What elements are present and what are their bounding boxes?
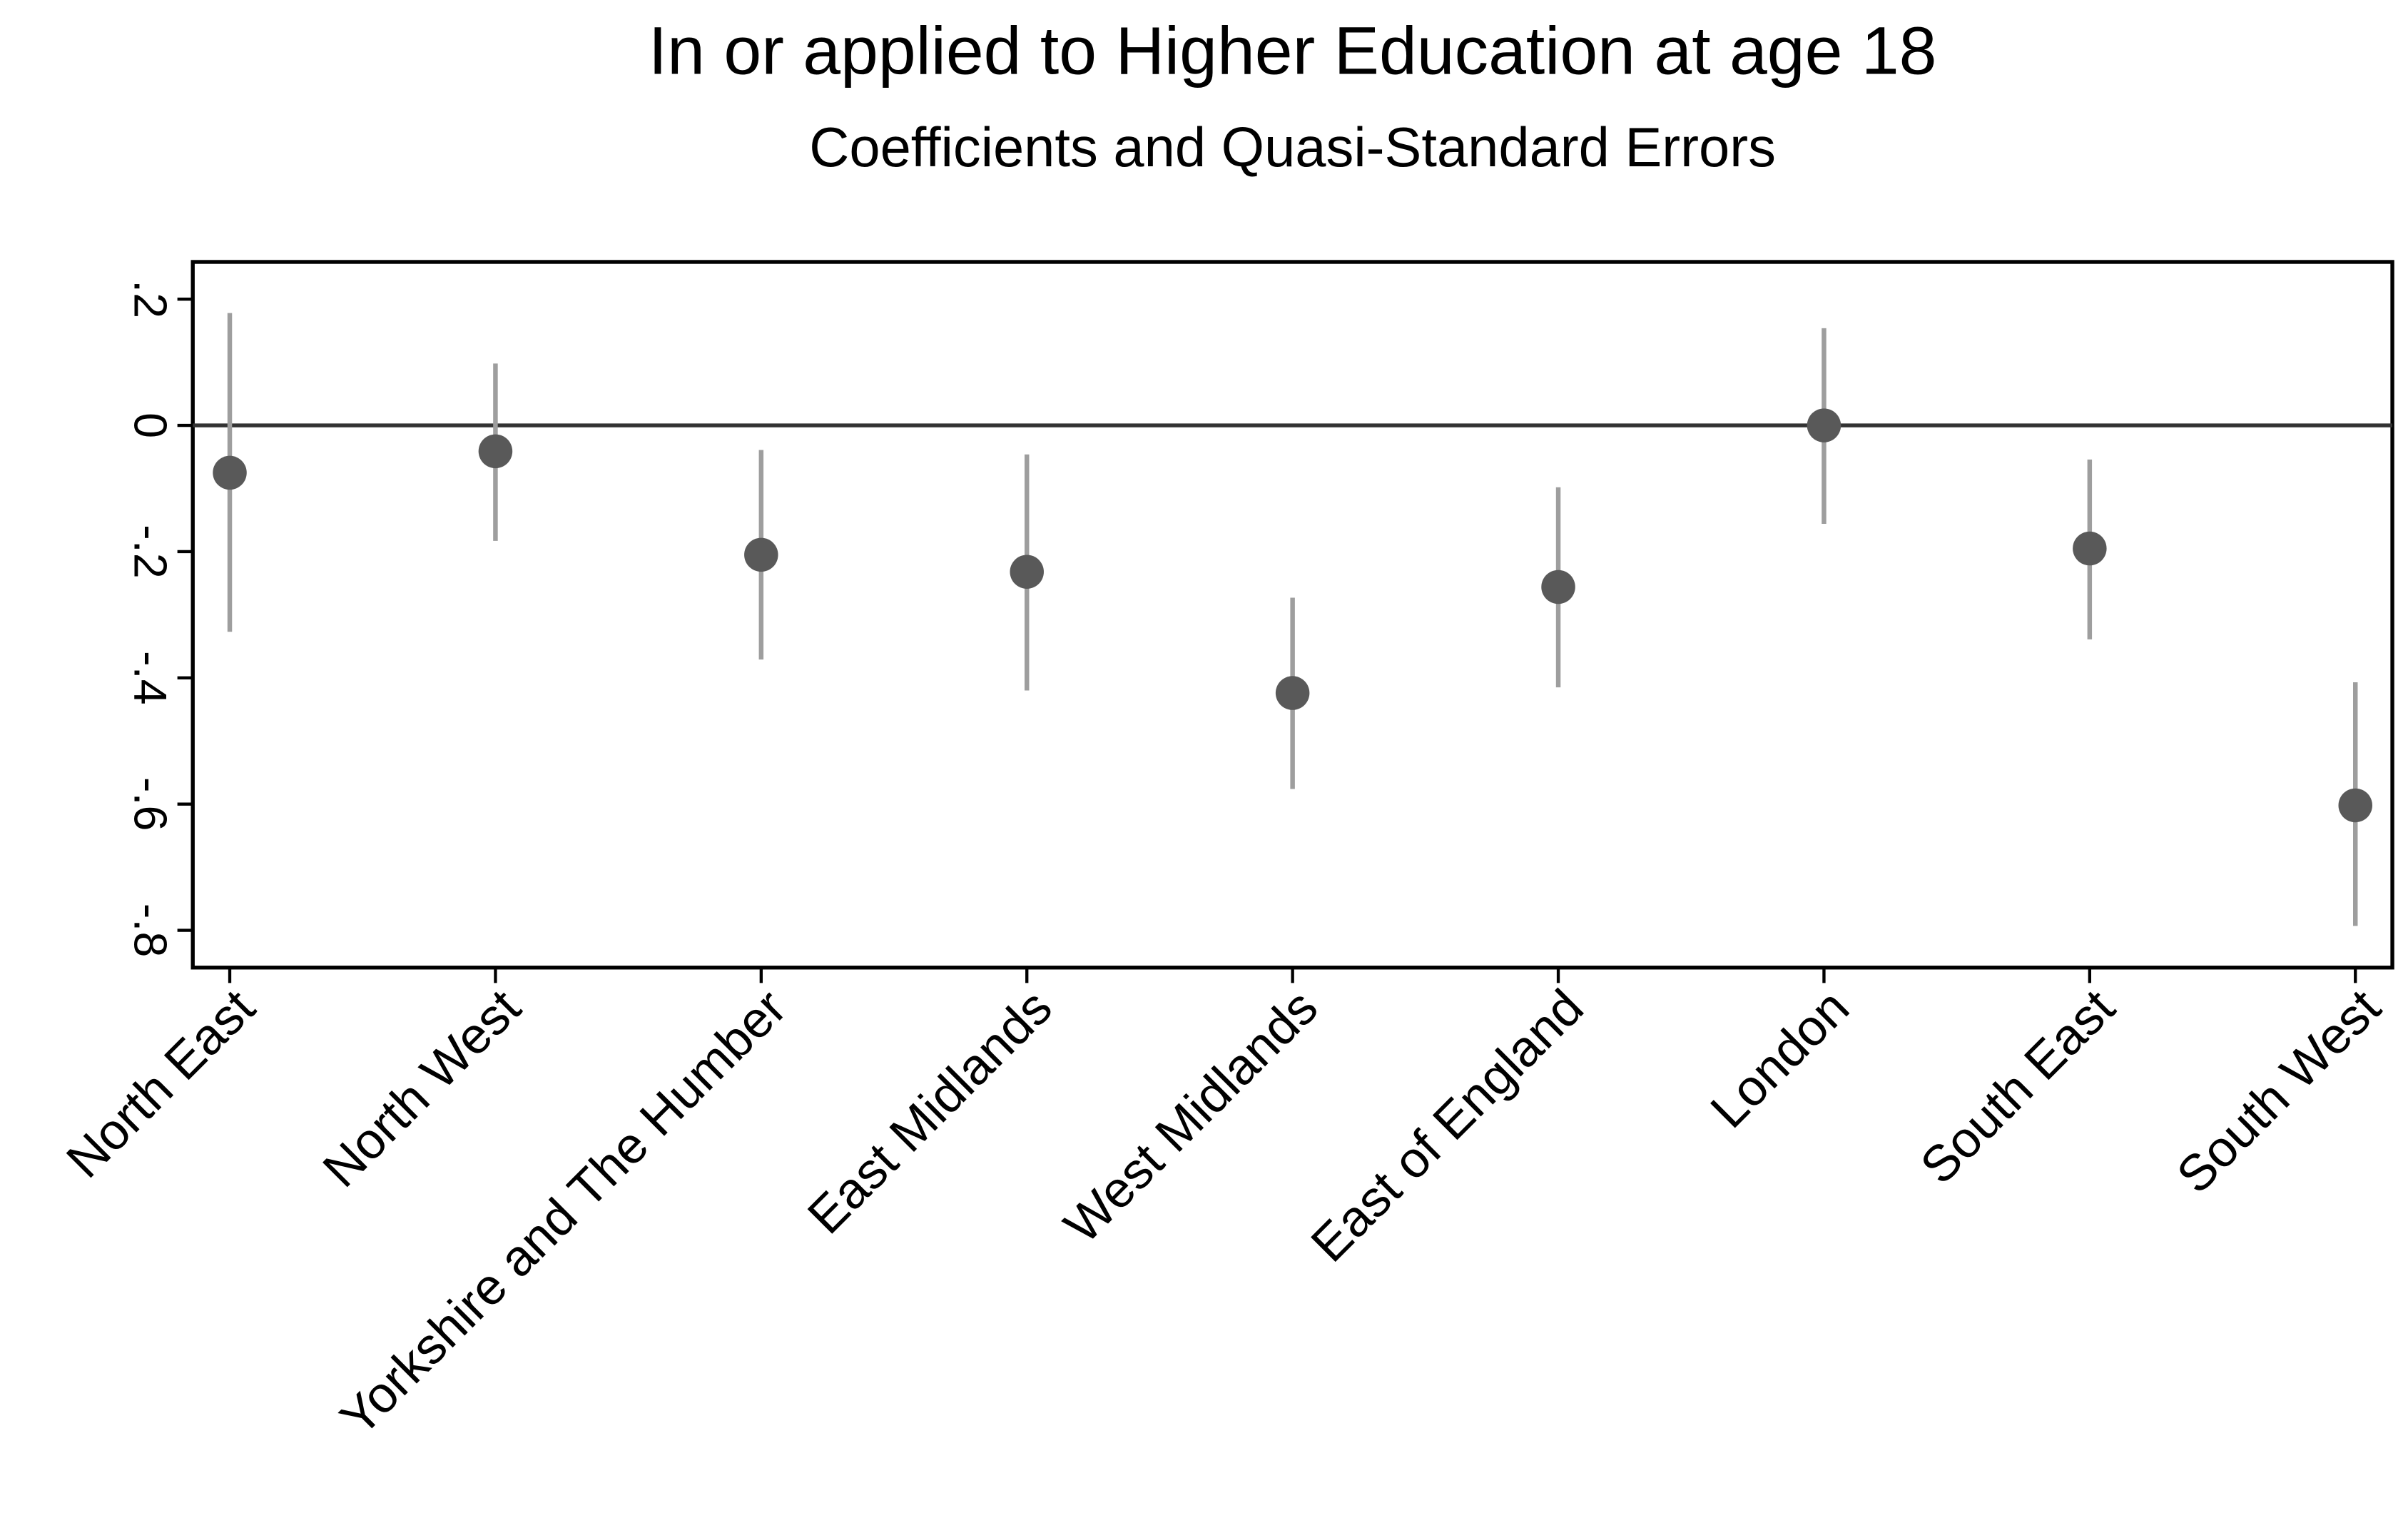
point: [744, 537, 778, 572]
x-tick-label: East Midlands: [798, 979, 1063, 1245]
y-tick-label: -.2: [124, 525, 176, 579]
point: [478, 434, 513, 469]
x-tick-label: West Midlands: [1054, 979, 1329, 1254]
y-tick-label: -.6: [124, 777, 176, 831]
x-tick-label: London: [1700, 979, 1860, 1139]
point: [1010, 555, 1044, 589]
point: [213, 455, 247, 490]
x-tick-label: South West: [2166, 979, 2391, 1204]
y-tick-label: 0: [124, 413, 176, 438]
point: [1541, 570, 1575, 604]
y-tick-label: .2: [124, 280, 176, 318]
y-tick-label: -.8: [124, 904, 176, 958]
chart-title: In or applied to Higher Education at age…: [649, 14, 1937, 89]
chart-subtitle: Coefficients and Quasi-Standard Errors: [809, 117, 1776, 178]
x-tick-label: East of England: [1301, 979, 1595, 1273]
x-tick-label: North West: [313, 979, 532, 1198]
point: [2073, 531, 2107, 566]
point: [2338, 788, 2372, 823]
x-tick-label: South East: [1910, 979, 2125, 1195]
x-tick-label: North East: [56, 979, 266, 1189]
x-tick-label: Yorkshire and The Humber: [330, 979, 797, 1447]
point: [1807, 408, 1841, 442]
y-tick-label: -.4: [124, 651, 176, 705]
point: [1275, 676, 1310, 710]
